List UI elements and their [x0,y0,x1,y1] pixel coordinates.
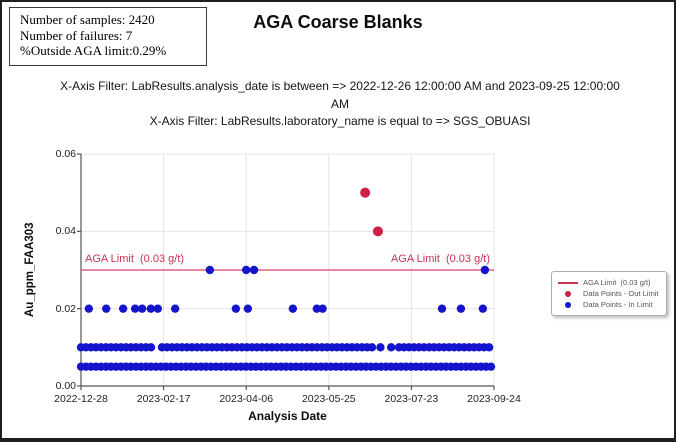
data-point-in-limit [170,304,180,313]
data-point-in-limit [231,304,241,313]
x-tick-6: 2023-09-24 [467,393,521,405]
stat-failures: Number of failures: 7 [20,27,133,43]
y-tick-006: 0.06 [55,148,76,160]
data-point-in-limit [101,304,111,313]
data-point-in-limit [205,265,215,275]
stat-outside-limit: %Outside AGA limit:0.29% [20,43,167,58]
y-axis-title: Au_ppm_FAA303 [24,222,36,318]
legend-item-in-limit: Data Points - In Limit [558,299,662,310]
data-point-in-limit [456,304,466,313]
data-point-in-limit [312,304,322,313]
data-point-in-limit [484,343,494,352]
data-point-in-limit [130,304,140,313]
data-point-in-limit [146,304,155,313]
data-point-in-limit [84,304,94,313]
x-tick-5: 2023-07-23 [384,393,439,405]
x-axis-title: Analysis Date [248,409,327,423]
y-tick-000: 0.00 [55,380,76,392]
data-point-in-limit [318,304,327,313]
limit-line-swatch-icon [558,281,578,284]
x-tick-3: 2023-04-06 [219,393,274,405]
page-title: AGA Coarse Blanks [253,12,423,32]
data-point-in-limit [478,304,488,313]
y-tick-002: 0.02 [55,302,76,315]
data-point-in-limit [367,343,377,352]
in-limit-dot-icon [558,301,578,308]
legend: AGA Limit (0.03 g/t) Data Points - Out L… [551,271,667,316]
data-point-in-limit [486,362,496,371]
axes [77,153,495,390]
out-limit-dot-icon [558,290,578,297]
data-point-in-limit [386,343,396,352]
filter-line-lab: X-Axis Filter: LabResults.laboratory_nam… [149,114,531,128]
aga-limit-label-right: AGA Limit (0.03 g/t) [390,253,490,265]
y-tick-004: 0.04 [55,225,76,237]
data-point-in-limit [243,304,253,313]
data-point-in-limit [437,304,447,313]
stats-box: Number of samples: 2420 Number of failur… [9,7,207,66]
legend-label: AGA Limit (0.03 g/t) [583,278,651,287]
legend-item-aga-limit: AGA Limit (0.03 g/t) [558,277,662,288]
data-point-in-limit [146,343,156,352]
data-point-out-limit [360,187,371,198]
data-point-in-limit [376,343,385,352]
x-tick-2: 2023-02-17 [136,393,191,405]
x-tick-1: 2022-12-28 [54,393,108,405]
filter-subtitle: X-Axis Filter: LabResults.analysis_date … [50,78,630,131]
data-point-in-limit [249,265,259,275]
legend-label: Data Points - Out Limit [583,289,659,298]
data-point-in-limit [480,265,490,275]
legend-item-out-limit: Data Points - Out Limit [558,288,662,299]
aga-limit-label-left: AGA Limit (0.03 g/t) [85,253,185,265]
stat-samples: Number of samples: 2420 [20,12,155,27]
data-point-in-limit [242,265,251,275]
legend-label: Data Points - In Limit [583,300,653,309]
data-point-out-limit [372,226,383,237]
data-point-in-limit [118,304,128,313]
out-limit-points [360,187,383,237]
x-tick-4: 2023-05-25 [301,393,356,405]
in-limit-points [76,265,496,371]
data-point-in-limit [137,304,147,313]
filter-line-date: X-Axis Filter: LabResults.analysis_date … [60,79,620,111]
data-point-in-limit [288,304,298,313]
data-point-in-limit [153,304,163,313]
